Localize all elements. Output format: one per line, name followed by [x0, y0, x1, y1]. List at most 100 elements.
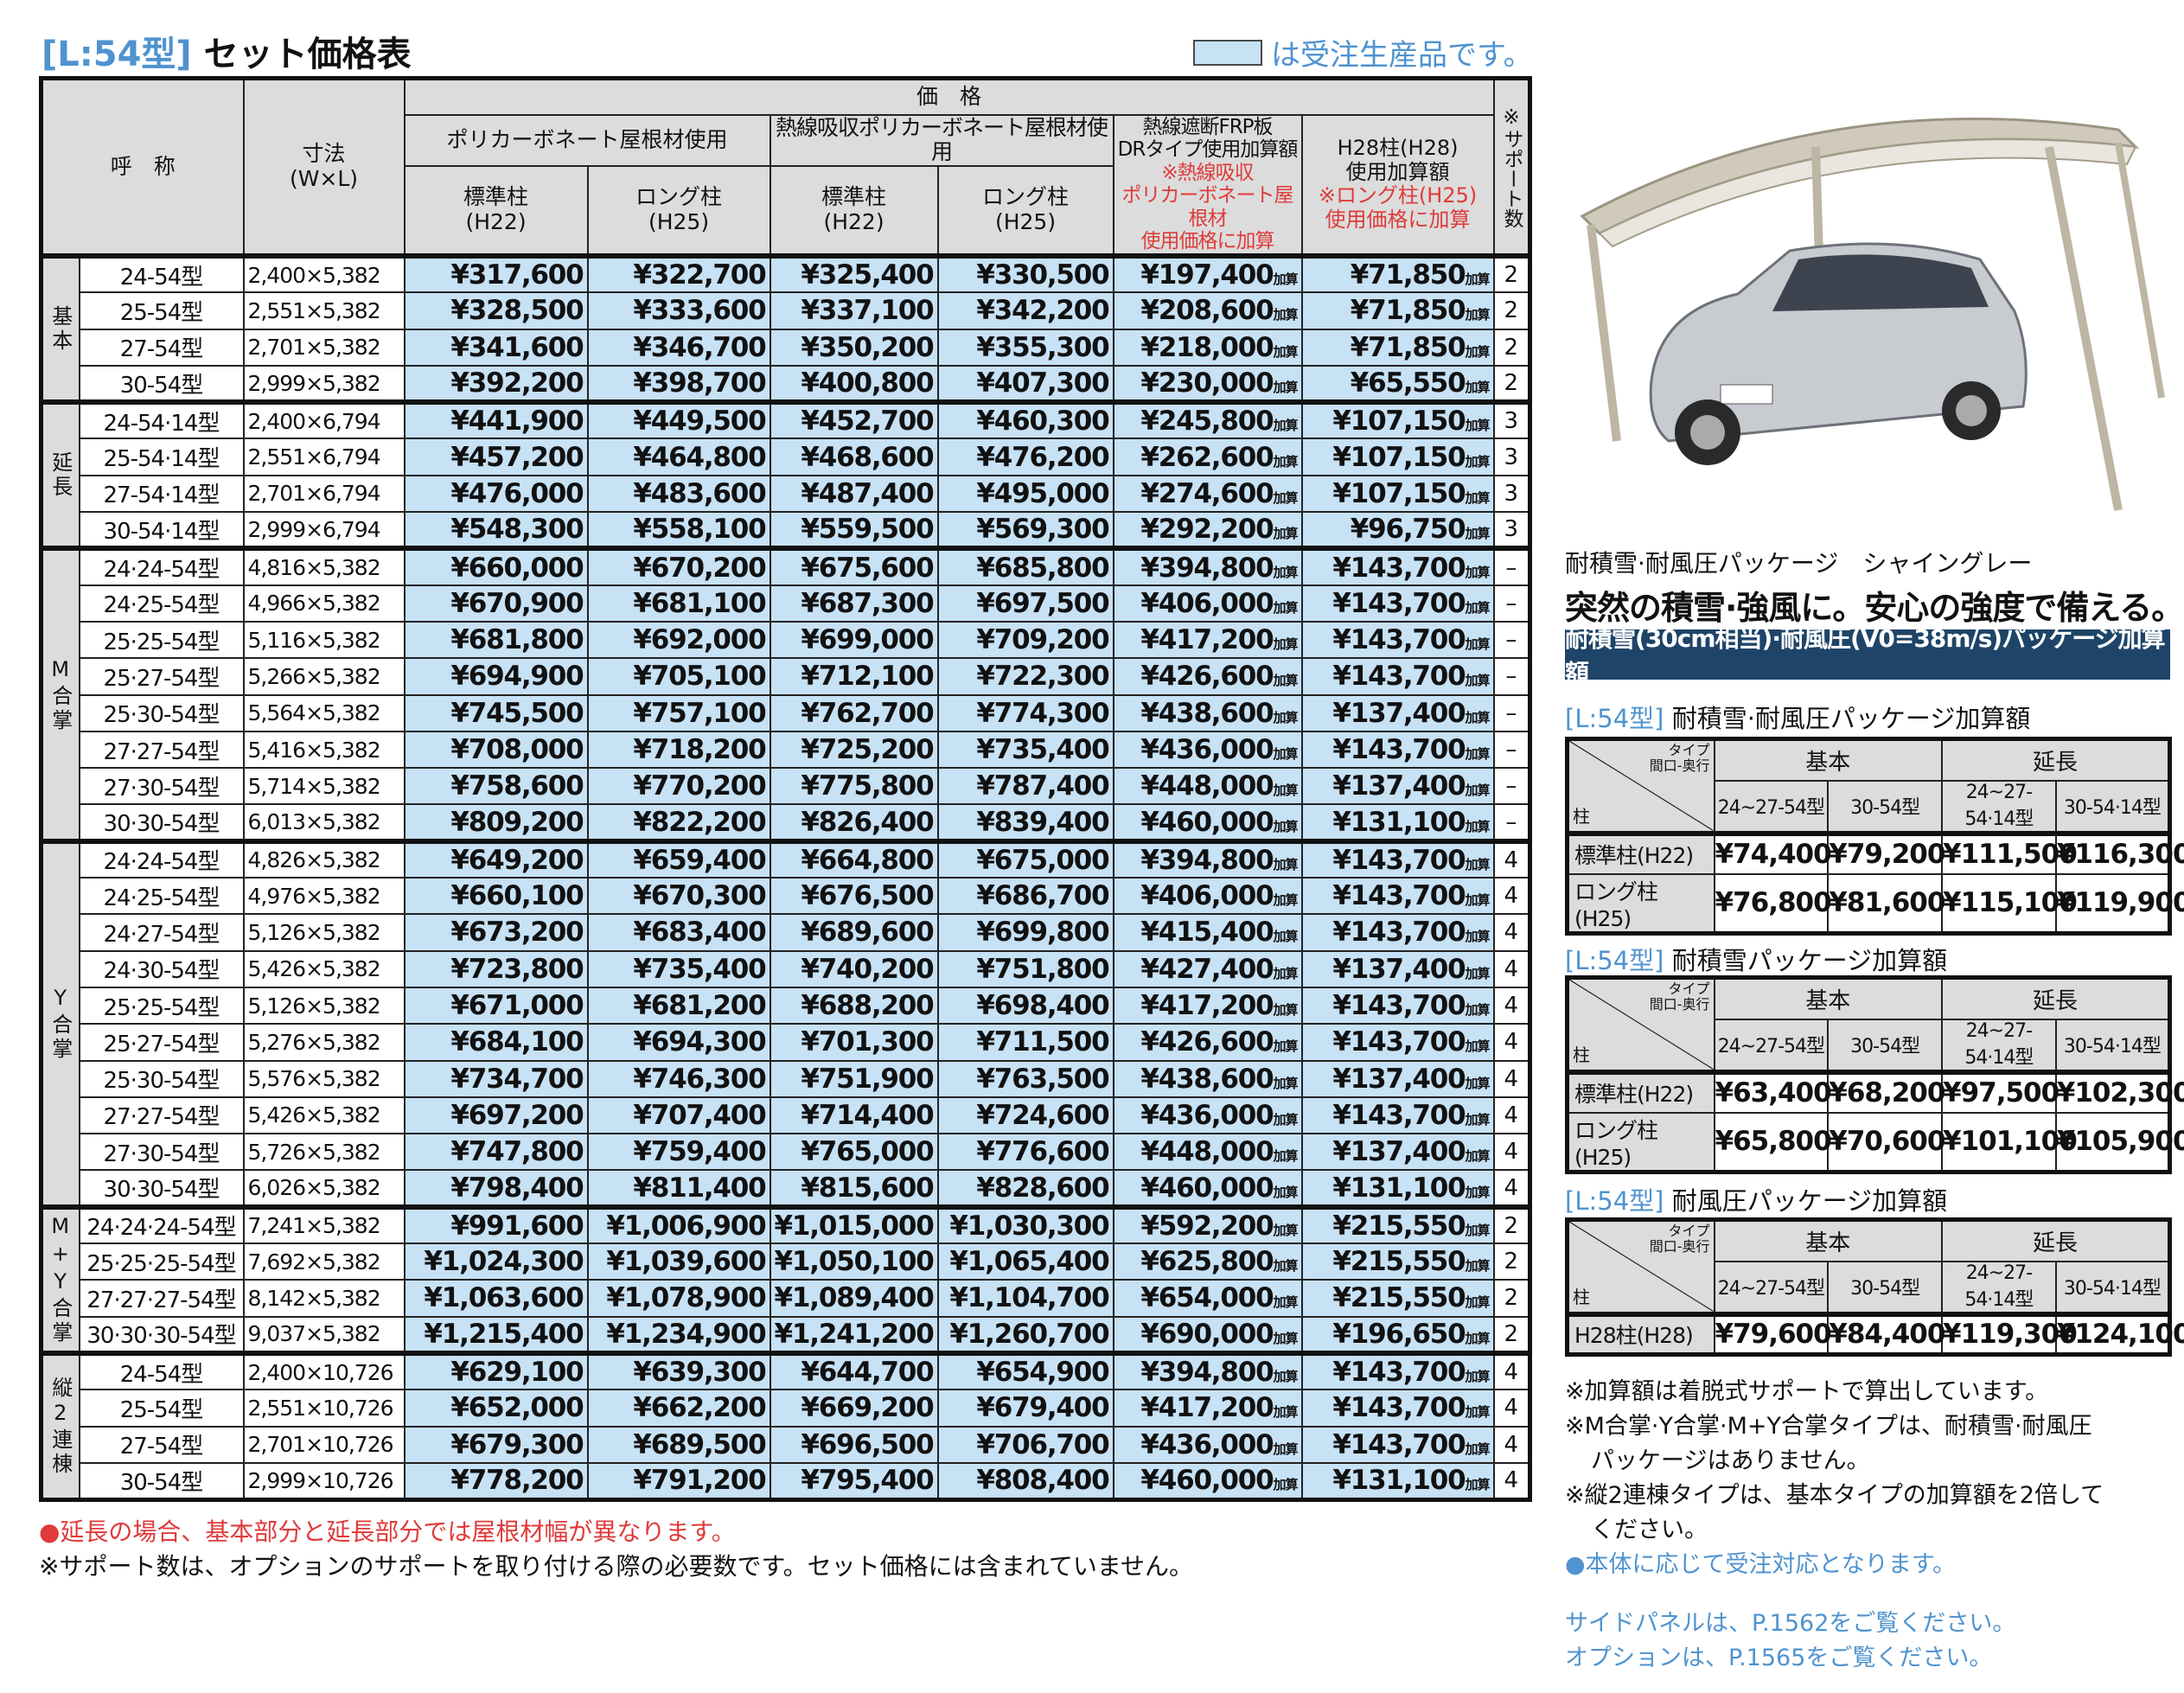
size-value: 5,426×5,382 — [247, 1102, 381, 1128]
h28-addition-value: ¥143,700 — [1332, 1026, 1466, 1058]
frp-note3: 使用価格に加算 — [1140, 230, 1275, 253]
size: 2,999×5,382 — [242, 364, 406, 404]
frp-addition: ¥436,000加算 — [1112, 730, 1303, 770]
price-poly-long: ¥683,400 — [586, 913, 771, 952]
size-value: 2,551×6,794 — [247, 444, 381, 470]
table-row: 25-54型 2,551×5,382 ¥328,500 ¥333,600 ¥337,10… — [42, 291, 1531, 330]
price-poly-long: ¥670,300 — [586, 877, 771, 916]
support-count: 2 — [1492, 364, 1531, 404]
support-count: 4 — [1492, 1059, 1531, 1098]
add-suffix: 加算 — [1465, 1369, 1491, 1385]
frp-addition-value: ¥436,000 — [1140, 1428, 1274, 1460]
size-value: 4,816×5,382 — [247, 555, 381, 581]
add-suffix: 加算 — [1465, 673, 1491, 689]
price-poly-long-value: ¥1,039,600 — [606, 1246, 766, 1278]
price-poly-long: ¥681,100 — [586, 584, 771, 623]
price-poly-std-value: ¥476,000 — [450, 477, 584, 509]
package-price: ¥102,300 — [2054, 1069, 2184, 1114]
add-suffix: 加算 — [1273, 1258, 1299, 1275]
support-count-value: 3 — [1504, 408, 1519, 435]
frp-addition-value: ¥436,000 — [1140, 1099, 1274, 1131]
size: 2,400×10,726 — [242, 1350, 406, 1391]
corner-header: タイプ 間口-奥行柱 — [1566, 976, 1715, 1073]
h28-addition: ¥137,400加算 — [1300, 949, 1495, 988]
add-suffix: 加算 — [1273, 1369, 1299, 1385]
price-heat-long: ¥1,065,400 — [936, 1243, 1114, 1281]
price-poly-long: ¥791,200 — [586, 1461, 771, 1501]
add-suffix: 加算 — [1273, 965, 1299, 981]
price-poly-std: ¥652,000 — [403, 1389, 589, 1428]
price-poly-long-value: ¥746,300 — [633, 1063, 766, 1095]
h28-addition-value: ¥71,850 — [1350, 295, 1466, 327]
price-poly-long: ¥692,000 — [586, 620, 771, 660]
price-poly-std: ¥1,063,600 — [403, 1279, 589, 1318]
price-poly-long-value: ¥718,200 — [633, 734, 766, 765]
column-header: 24~27-54·14型 — [1941, 779, 2057, 834]
price-poly-long-value: ¥791,200 — [633, 1465, 766, 1497]
model-name: 24-54型 — [78, 1350, 245, 1391]
support-count: – — [1492, 657, 1531, 696]
frp-addition: ¥417,200加算 — [1112, 986, 1303, 1025]
table-row: 27·27-54型 5,416×5,382 ¥708,000 ¥718,200 ¥725… — [42, 730, 1531, 770]
add-suffix: 加算 — [1465, 489, 1491, 506]
size: 5,266×5,382 — [242, 657, 406, 696]
support-count: 4 — [1492, 1096, 1531, 1135]
add-suffix: 加算 — [1465, 1441, 1491, 1457]
h28-addition: ¥107,150加算 — [1300, 438, 1495, 476]
price-poly-long-value: ¥662,200 — [633, 1392, 766, 1424]
frp-addition: ¥438,600加算 — [1112, 693, 1303, 732]
price-poly-std-value: ¥778,200 — [450, 1465, 584, 1497]
price-heat-std-value: ¥688,200 — [801, 990, 934, 1022]
header-heat: 熱線吸収ポリカーボネート屋根材使用 — [769, 113, 1114, 167]
price-heat-std: ¥325,400 — [769, 252, 939, 294]
package-price: ¥79,600 — [1713, 1311, 1832, 1356]
h28-addition-value: ¥143,700 — [1332, 661, 1466, 693]
header-poly: ポリカーボネート屋根材使用 — [403, 113, 771, 167]
price-heat-long-value: ¥675,000 — [976, 844, 1109, 876]
add-suffix: 加算 — [1465, 783, 1491, 799]
price-heat-std: ¥699,000 — [769, 620, 939, 660]
h28-addition-value: ¥143,700 — [1332, 552, 1466, 584]
support-count: 2 — [1492, 252, 1531, 294]
price-heat-std-value: ¥669,200 — [801, 1392, 934, 1424]
price-heat-long: ¥1,260,700 — [936, 1315, 1114, 1354]
add-suffix: 加算 — [1465, 599, 1491, 616]
price-poly-std: ¥745,500 — [403, 693, 589, 732]
price-poly-long: ¥662,200 — [586, 1389, 771, 1428]
model-name: 24·24-54型 — [78, 838, 245, 879]
frp-addition-value: ¥394,800 — [1140, 844, 1274, 876]
table-row: 25-54·14型 2,551×6,794 ¥457,200 ¥464,800 ¥468… — [42, 438, 1531, 476]
frp-addition-value: ¥274,600 — [1140, 477, 1274, 509]
package-price: ¥84,400 — [1827, 1311, 1945, 1356]
table-row: M合掌 24·24-54型 4,816×5,382 ¥660,000 ¥670,200 ¥… — [40, 546, 1531, 842]
frp-addition-value: ¥427,400 — [1140, 953, 1274, 985]
price-heat-long: ¥709,200 — [936, 620, 1114, 660]
support-count-value: 4 — [1504, 883, 1519, 910]
footnote-red: ●延長の場合、基本部分と延長部分では屋根材幅が異なります。 — [39, 1517, 736, 1546]
package-table: タイプ 間口-奥行柱基本 延長 24~27-54型 30-54型 24~27-54·14型… — [1565, 975, 2184, 1174]
price-poly-long: ¥707,400 — [586, 1096, 771, 1135]
add-suffix: 加算 — [1465, 1002, 1491, 1019]
model-name-value: 27·27-54型 — [103, 738, 220, 765]
support-count: – — [1492, 620, 1531, 660]
add-suffix: 加算 — [1273, 526, 1299, 542]
h28-addition: ¥131,100加算 — [1300, 1461, 1495, 1501]
price-poly-std: ¥723,800 — [403, 949, 589, 988]
link-options[interactable]: オプションは、P.1565をご覧ください。 — [1565, 1645, 1993, 1671]
h28-addition: ¥137,400加算 — [1300, 1133, 1495, 1172]
price-heat-long-value: ¥735,400 — [976, 734, 1109, 765]
price-poly-long-value: ¥759,400 — [633, 1136, 766, 1168]
model-name-value: 24-54·14型 — [103, 410, 220, 437]
support-count: 4 — [1492, 1169, 1531, 1208]
h28-addition-value: ¥143,700 — [1332, 1099, 1466, 1131]
link-side-panel[interactable]: サイドパネルは、P.1562をご覧ください。 — [1565, 1610, 2016, 1637]
price-heat-std: ¥559,500 — [769, 511, 939, 550]
price-heat-std-value: ¥400,800 — [801, 367, 934, 399]
table-row: 27-54型 2,701×10,726 ¥679,300 ¥689,500 ¥696,5… — [42, 1425, 1531, 1464]
price-heat-std-value: ¥701,300 — [801, 1026, 934, 1058]
model-name: 25·27-54型 — [78, 657, 245, 696]
frp-addition-value: ¥436,000 — [1140, 734, 1274, 765]
price-heat-long: ¥698,400 — [936, 986, 1114, 1025]
add-suffix: 加算 — [1273, 1441, 1299, 1457]
h28-addition: ¥143,700加算 — [1300, 657, 1495, 696]
